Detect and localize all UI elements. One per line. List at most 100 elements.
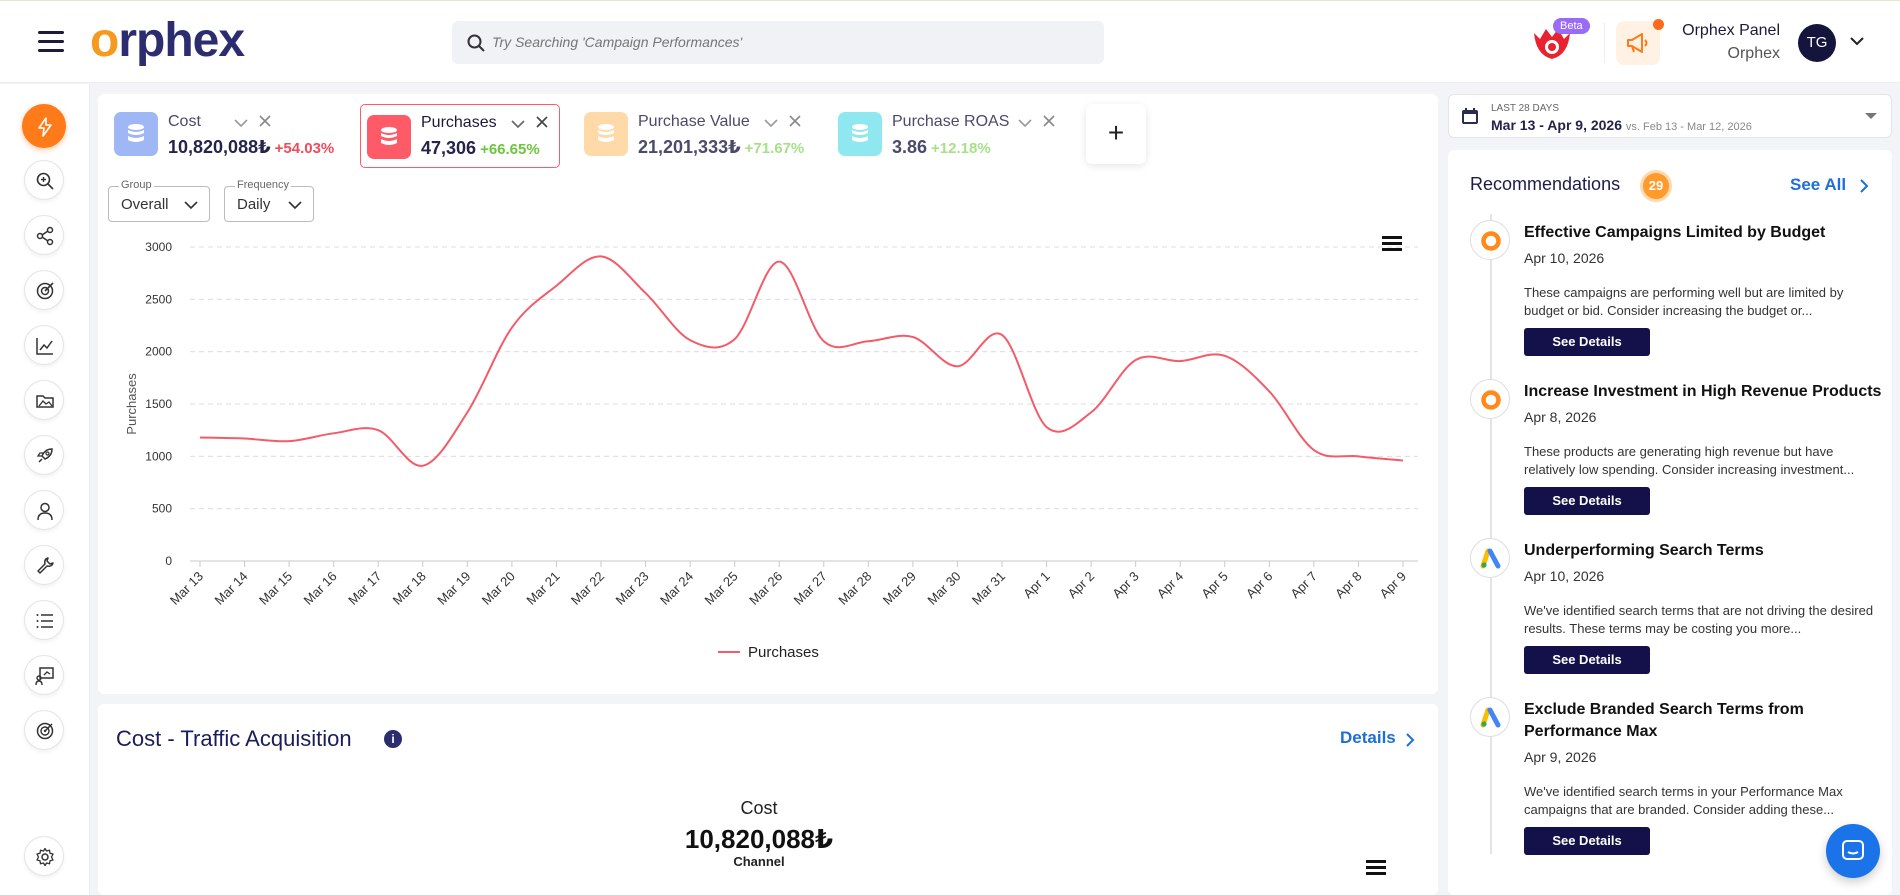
frequency-value: Daily <box>237 196 271 213</box>
date-range: Mar 13 - Apr 9, 2026 vs. Feb 13 - Mar 12… <box>1491 117 1752 133</box>
x-tick-label: Mar 18 <box>390 569 429 608</box>
y-tick-label: 500 <box>152 502 172 516</box>
share-nodes-icon <box>36 226 54 246</box>
chart-menu-icon[interactable] <box>1382 236 1402 252</box>
info-icon[interactable]: i <box>384 730 402 748</box>
sidebar-item-connections[interactable] <box>24 215 64 255</box>
chat-support-button[interactable] <box>1826 824 1880 878</box>
metric-cost[interactable]: Cost 10,820,088₺ +54.03% <box>114 106 344 160</box>
sidebar-item-creatives[interactable] <box>24 380 64 420</box>
sidebar-item-targets[interactable] <box>24 710 64 750</box>
menu-icon[interactable] <box>38 31 64 53</box>
database-icon <box>852 124 868 142</box>
y-tick-label: 3000 <box>145 240 172 254</box>
group-select[interactable]: Group Overall <box>108 179 210 222</box>
close-icon[interactable] <box>788 114 802 128</box>
metric-icon <box>584 112 628 156</box>
see-all-link[interactable]: See All <box>1790 175 1847 194</box>
database-icon <box>381 127 397 145</box>
y-tick-label: 0 <box>165 554 172 568</box>
sidebar-item-explore[interactable] <box>24 160 64 200</box>
metric-purchase-roas[interactable]: Purchase ROAS 3.86 +12.18% <box>838 106 1068 160</box>
rocket-icon <box>36 448 53 463</box>
x-tick-label: Mar 17 <box>345 569 384 608</box>
recommendations-title: Recommendations <box>1470 174 1621 194</box>
goal-icon <box>36 722 54 740</box>
sidebar-item-goals[interactable] <box>24 270 64 310</box>
cost-metric-value: 10,820,088₺ <box>684 824 834 854</box>
chevron-right-icon[interactable] <box>1404 732 1416 748</box>
announcements-button[interactable] <box>1616 19 1664 65</box>
sidebar-item-campaigns[interactable] <box>24 435 64 475</box>
recommendations-count-badge: 29 <box>1640 170 1672 202</box>
x-tick-label: Mar 19 <box>434 569 473 608</box>
chevron-down-icon[interactable] <box>511 119 525 129</box>
see-details-button[interactable]: See Details <box>1524 827 1650 855</box>
metric-value: 3.86 +12.18% <box>892 137 991 157</box>
sidebar-item-reports[interactable] <box>24 325 64 365</box>
x-tick-label: Mar 15 <box>256 569 295 608</box>
x-tick-label: Mar 23 <box>612 569 651 608</box>
recommendation-title: Exclude Branded Search Terms from Perfor… <box>1524 701 1804 740</box>
x-tick-label: Apr 6 <box>1243 569 1276 602</box>
x-tick-label: Apr 8 <box>1332 569 1365 602</box>
sidebar-item-dashboard[interactable] <box>22 104 66 148</box>
bolt-icon <box>38 117 52 137</box>
x-tick-label: Mar 16 <box>301 569 340 608</box>
beta-badge: Beta <box>1553 18 1590 34</box>
sidebar-item-users[interactable] <box>24 490 64 530</box>
chevron-right-icon[interactable] <box>1858 178 1870 194</box>
see-details-button[interactable]: See Details <box>1524 646 1650 674</box>
chevron-down-icon[interactable] <box>1018 118 1032 128</box>
search-input[interactable] <box>492 27 1092 57</box>
target-pen-icon <box>36 282 54 300</box>
recommendation-title: Effective Campaigns Limited by Budget <box>1524 224 1826 241</box>
google-ads-icon <box>1480 548 1501 569</box>
sidebar-item-lists[interactable] <box>24 600 64 640</box>
close-icon[interactable] <box>1042 114 1056 128</box>
divider <box>1604 23 1605 63</box>
chevron-down-icon[interactable] <box>234 118 248 128</box>
sidebar-item-presentations[interactable] <box>24 655 64 695</box>
orphex-ring-icon <box>1481 390 1501 410</box>
google-ads-icon <box>1480 707 1501 728</box>
recommendation-text: These campaigns are performing well but … <box>1524 285 1844 318</box>
chevron-down-icon[interactable] <box>764 118 778 128</box>
date-range-picker[interactable]: LAST 28 DAYS Mar 13 - Apr 9, 2026 vs. Fe… <box>1448 94 1892 138</box>
metric-label: Purchase Value <box>638 113 750 130</box>
chart-menu-icon[interactable] <box>1366 860 1386 876</box>
logo[interactable]: orphex <box>90 14 245 67</box>
recommendation-text: These products are generating high reven… <box>1524 444 1855 477</box>
close-icon[interactable] <box>258 114 272 128</box>
metric-label: Purchase ROAS <box>892 113 1010 130</box>
database-icon <box>128 124 144 142</box>
details-link[interactable]: Details <box>1340 728 1396 747</box>
beta-feature-button[interactable] <box>1530 21 1578 63</box>
recommendation-title: Increase Investment in High Revenue Prod… <box>1524 383 1882 400</box>
metric-purchase-value[interactable]: Purchase Value 21,201,333₺ +71.67% <box>584 106 814 160</box>
metric-label: Cost <box>168 113 201 130</box>
avatar[interactable]: TG <box>1798 24 1836 62</box>
metric-purchases[interactable]: Purchases 47,306 +66.65% <box>360 104 560 168</box>
series-line-purchases <box>199 255 1404 467</box>
metric-value: 21,201,333₺ +71.67% <box>638 137 805 157</box>
section-title: Cost - Traffic Acquisition <box>116 726 352 751</box>
see-details-button[interactable]: See Details <box>1524 487 1650 515</box>
y-tick-label: 1500 <box>145 397 172 411</box>
chevron-down-icon[interactable] <box>1849 35 1865 47</box>
sidebar-item-settings[interactable] <box>24 836 64 876</box>
wrench-icon <box>37 557 54 574</box>
close-icon[interactable] <box>535 115 549 129</box>
search-bar[interactable] <box>452 21 1104 64</box>
date-compare: vs. Feb 13 - Mar 12, 2026 <box>1625 121 1752 133</box>
recommendation-source <box>1470 538 1510 578</box>
top-bar: orphex Beta Orphex Panel Orphex TG <box>0 0 1900 83</box>
add-metric-button[interactable]: + <box>1086 104 1146 164</box>
cost-sub-label: Channel <box>733 854 785 869</box>
frequency-select[interactable]: Frequency Daily <box>224 179 314 222</box>
dropdown-caret-icon <box>1865 113 1877 119</box>
presentation-icon <box>35 667 54 686</box>
see-details-button[interactable]: See Details <box>1524 328 1650 356</box>
x-tick-label: Apr 5 <box>1198 569 1231 602</box>
sidebar-item-tools[interactable] <box>24 545 64 585</box>
